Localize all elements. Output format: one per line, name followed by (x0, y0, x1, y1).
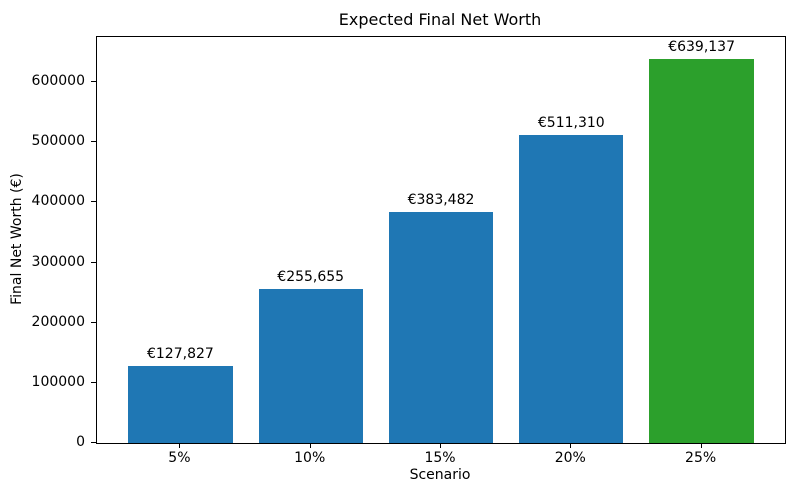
y-tick-label: 200000 (31, 313, 85, 330)
y-tick-mark (91, 201, 96, 203)
x-tick-label: 25% (685, 450, 717, 466)
y-tick-label: 500000 (31, 133, 85, 150)
x-tick-mark (179, 443, 181, 448)
plot-area: €127,827 €255,655 €383,482 €511,310 €639,137 (96, 36, 786, 444)
y-tick-mark (91, 442, 96, 443)
bar-value-label: €255,655 (277, 269, 345, 286)
y-tick-mark (91, 261, 96, 263)
bar-25% (649, 58, 754, 443)
bar-value-label: €127,827 (146, 346, 214, 363)
chart-title: Expected Final Net Worth (338, 10, 542, 29)
y-tick-mark (91, 381, 96, 383)
x-tick-mark (440, 443, 441, 448)
bar-value-label: €383,482 (407, 192, 475, 209)
x-tick-mark (309, 443, 311, 448)
bar-value-label: €511,310 (537, 115, 605, 132)
y-tick-label: 300000 (31, 253, 85, 270)
bar-20% (519, 135, 624, 443)
bar-value-label: €639,137 (668, 38, 735, 55)
x-tick-label: 10% (294, 450, 326, 466)
x-tick-label: 5% (168, 450, 191, 466)
y-tick-label: 0 (76, 434, 85, 450)
y-tick-label: 100000 (31, 373, 85, 390)
y-tick-mark (91, 321, 96, 323)
x-tick-mark (700, 443, 702, 448)
bar-10% (258, 289, 363, 443)
x-tick-label: 15% (424, 450, 456, 466)
x-tick-mark (570, 443, 572, 448)
y-tick-label: 400000 (31, 193, 85, 210)
y-tick-mark (91, 81, 96, 83)
y-tick-label: 600000 (31, 73, 85, 90)
bar-5% (128, 366, 233, 443)
x-axis-label: Scenario (409, 467, 471, 483)
y-axis-label: Final Net Worth (€) (9, 173, 25, 305)
x-tick-label: 20% (554, 450, 586, 466)
bar-15% (388, 212, 494, 443)
y-tick-mark (91, 141, 96, 143)
